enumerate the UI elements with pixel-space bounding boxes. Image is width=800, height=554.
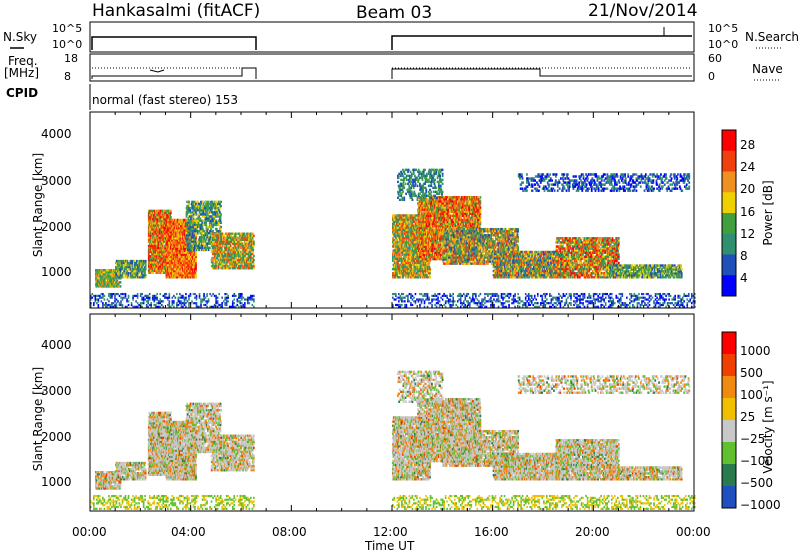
- velocity-cbar-swatch-6: [722, 464, 736, 487]
- velocity-cbar-swatch-7: [722, 486, 736, 509]
- nave-trace-1: [92, 68, 256, 79]
- velocity-cbar-swatch-1: [722, 354, 736, 377]
- nsky-trace-1: [92, 37, 256, 50]
- velocity-cbar-swatch-2: [722, 376, 736, 399]
- power-cbar-swatch-1: [722, 151, 736, 172]
- velocity-colorbar: [722, 332, 736, 509]
- power-cbar-swatch-7: [722, 275, 736, 296]
- velocity-cbar-swatch-4: [722, 420, 736, 443]
- freq-scatter: [150, 70, 164, 72]
- power-cbar-swatch-5: [722, 234, 736, 255]
- velocity-data-layer: [90, 371, 696, 510]
- power-cbar-swatch-3: [722, 192, 736, 213]
- nave-trace-2: [392, 69, 692, 79]
- velocity-cbar-swatch-0: [722, 332, 736, 355]
- power-cbar-swatch-6: [722, 255, 736, 276]
- power-colorbar: [722, 130, 736, 297]
- nsky-trace-2: [392, 36, 692, 50]
- power-cbar-swatch-2: [722, 172, 736, 193]
- velocity-panel-frame: [90, 314, 694, 511]
- power-cbar-swatch-4: [722, 213, 736, 234]
- power-cbar-swatch-0: [722, 130, 736, 151]
- velocity-cbar-swatch-3: [722, 398, 736, 421]
- radar-plot: [0, 0, 800, 554]
- power-data-layer: [90, 169, 696, 308]
- velocity-cbar-swatch-5: [722, 442, 736, 465]
- power-panel-frame: [90, 112, 694, 308]
